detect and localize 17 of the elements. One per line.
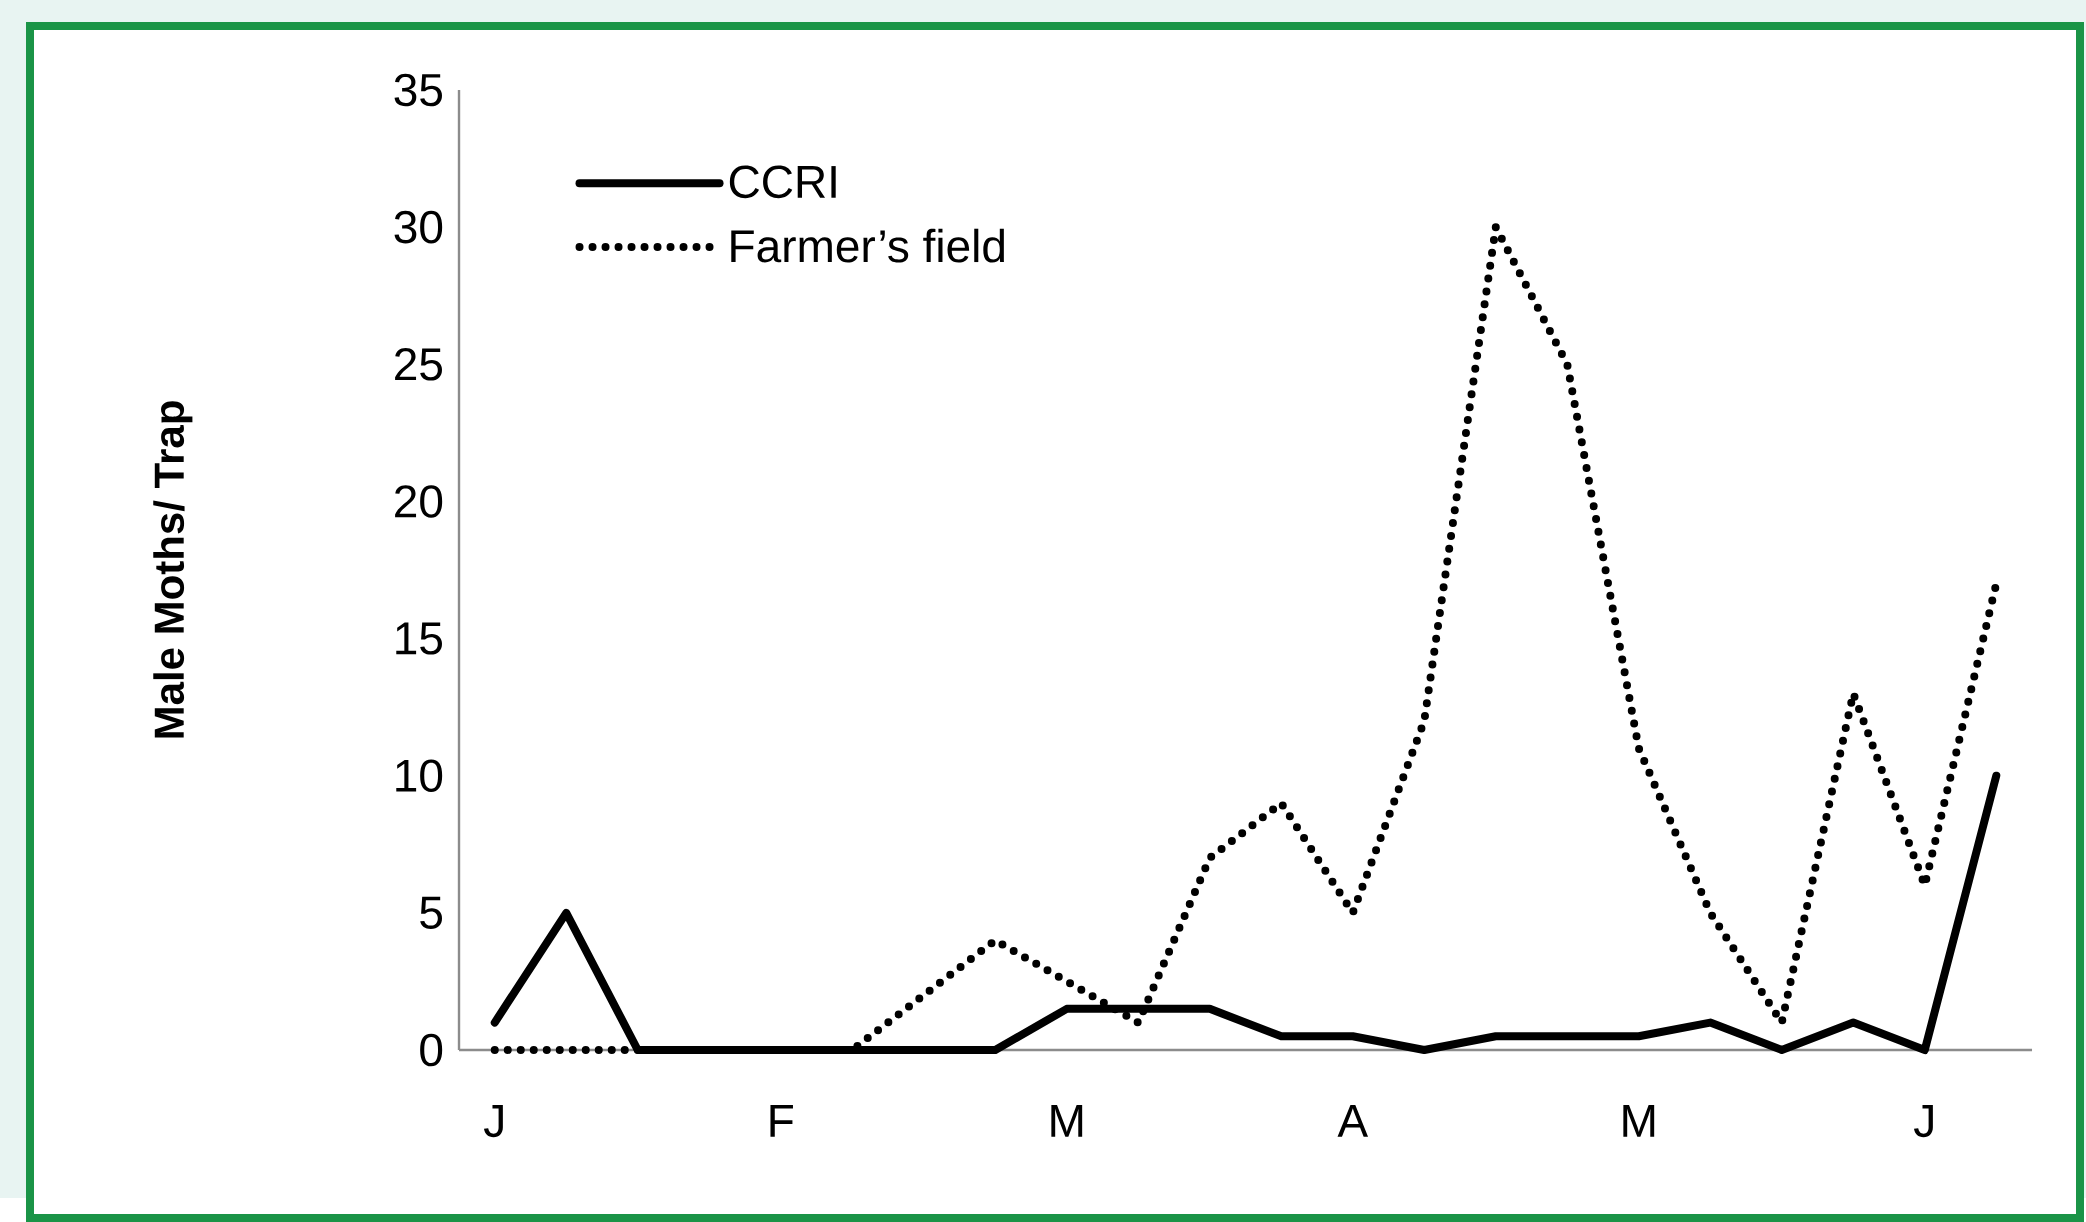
y-tick-label: 5 [420,896,443,929]
x-tick-label: A [1337,1105,1369,1137]
y-tick-label: 10 [396,759,443,792]
y-tick-label: 30 [394,210,443,244]
legend-label: CCRI [729,165,836,199]
y-tick-label: 0 [420,1033,443,1067]
x-tick-label: J [1913,1105,1933,1138]
x-tick-label: J [483,1105,503,1138]
y-tick-label: 25 [395,348,442,381]
x-tick-label: F [770,1105,793,1137]
x-tick-label: M [1051,1105,1083,1137]
y-axis-title: Male Moths/ Trap [153,401,193,738]
y-tick-label: 20 [395,485,443,518]
x-tick-label: M [1623,1105,1655,1137]
y-tick-label: 15 [396,622,442,655]
y-tick-label: 35 [394,73,442,107]
legend-label: Farmer’s field [731,228,1004,263]
